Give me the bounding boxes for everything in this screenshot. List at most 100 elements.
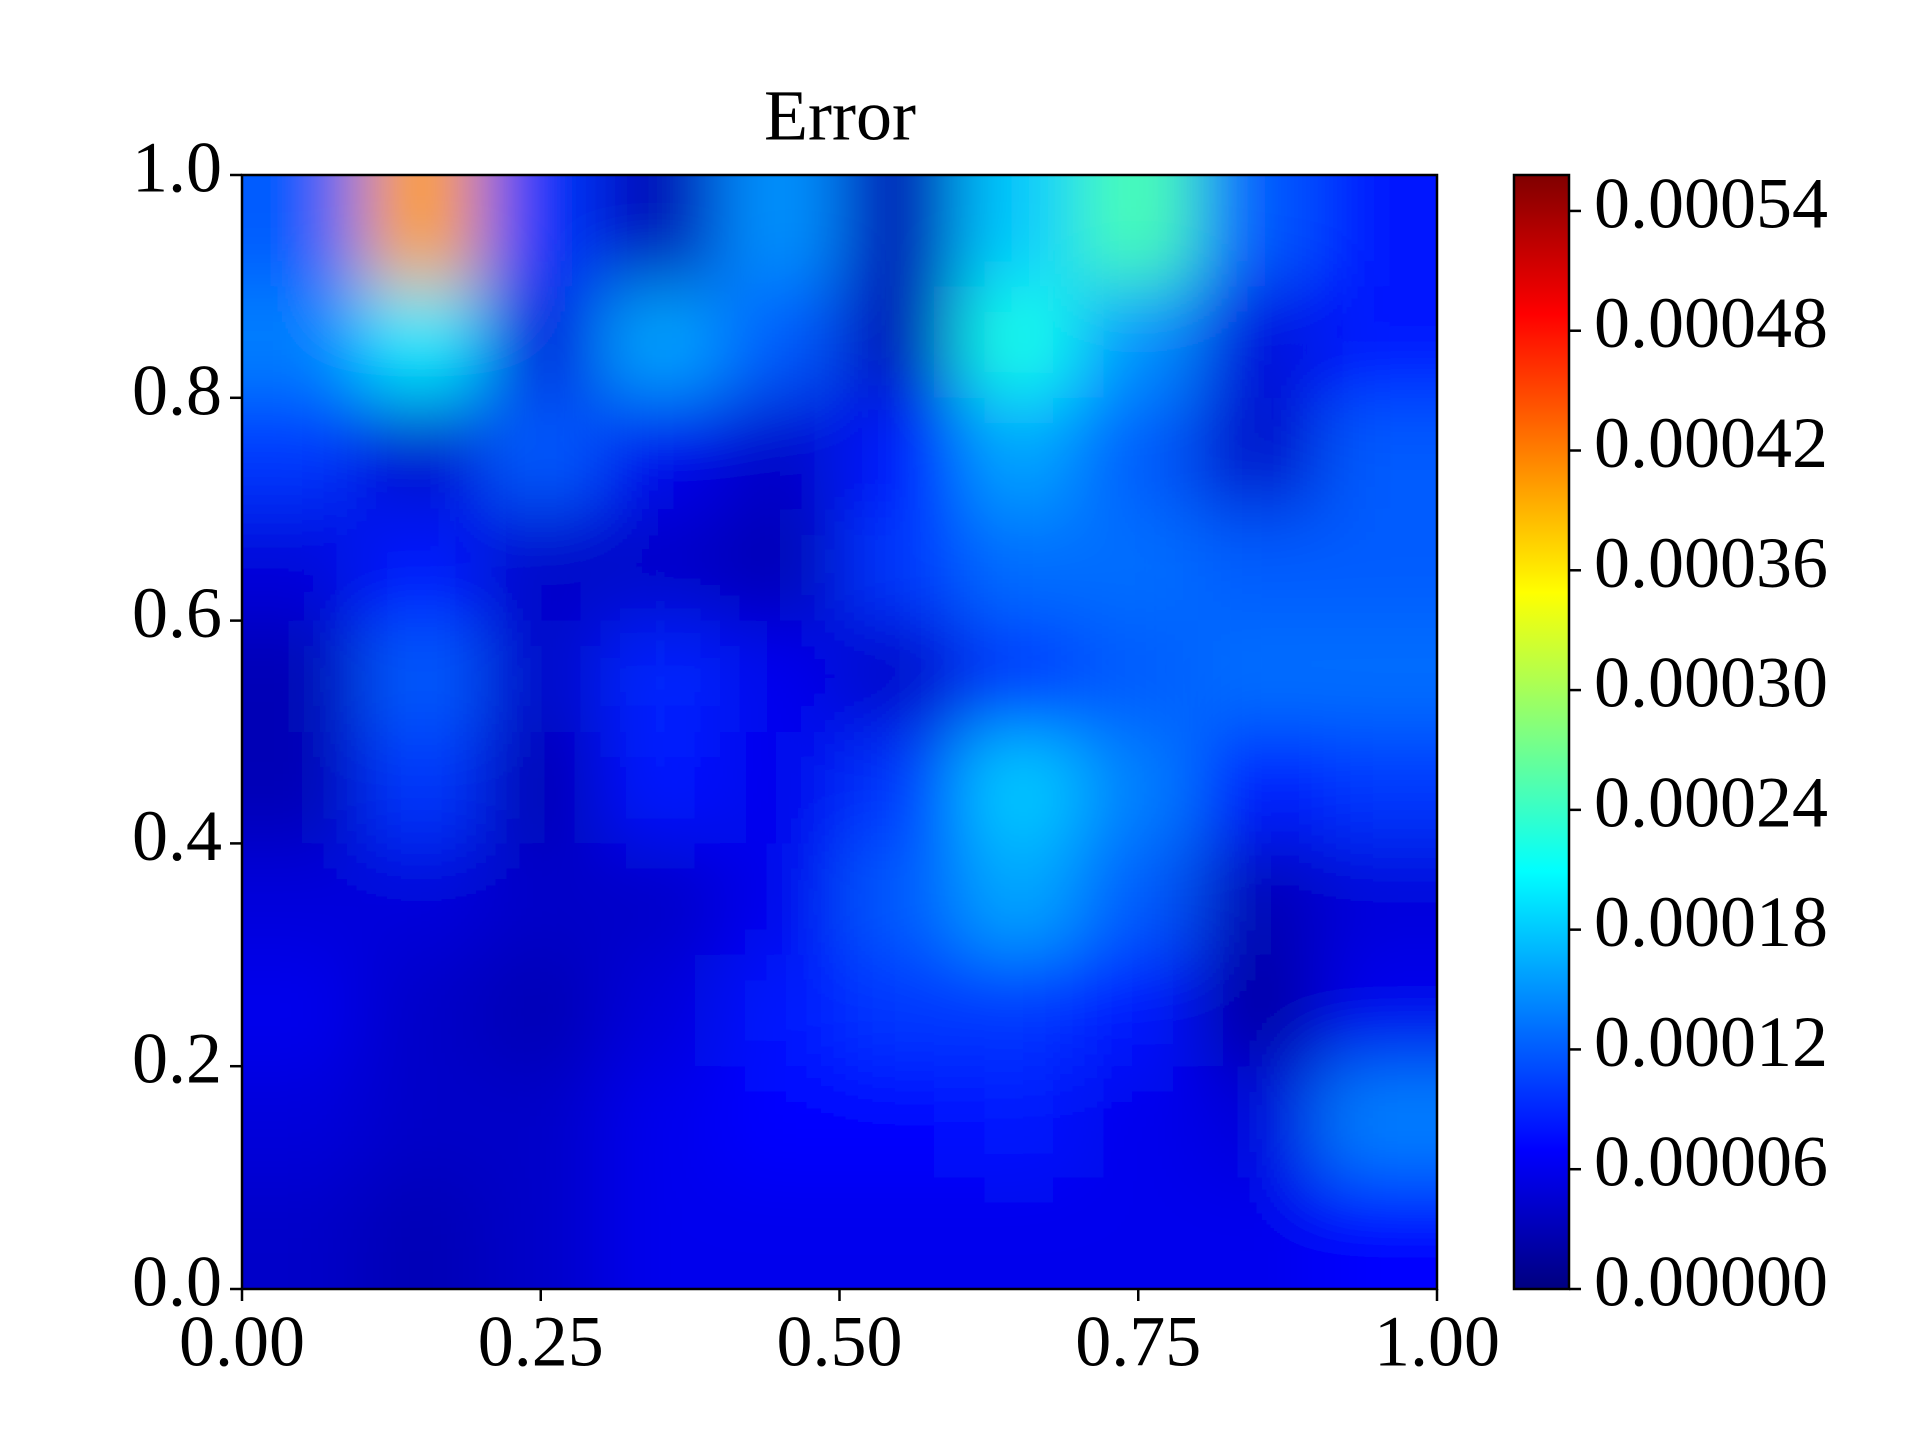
heat-cell — [1198, 954, 1319, 1068]
heat-cell — [1317, 397, 1437, 511]
heat-cell — [720, 397, 841, 511]
heat-cell — [1317, 175, 1437, 288]
heat-cell — [600, 286, 721, 399]
heat-cell — [361, 843, 482, 956]
heat-cell — [600, 620, 721, 733]
heat-cell — [959, 286, 1080, 399]
heat-cell — [361, 954, 482, 1068]
heat-cell — [481, 1177, 602, 1289]
heat-cell — [1317, 732, 1437, 845]
heat-cell — [481, 843, 602, 956]
heat-cell — [361, 397, 482, 511]
chart-title: Error — [764, 76, 916, 156]
heat-cell — [959, 620, 1080, 733]
heat-cell — [1198, 843, 1319, 956]
heat-cell — [1317, 843, 1437, 956]
x-tick-label: 1.00 — [1374, 1302, 1500, 1382]
heat-cell — [1198, 397, 1319, 511]
heat-cell — [1317, 620, 1437, 733]
heat-cell — [361, 732, 482, 845]
heat-cell — [959, 954, 1080, 1068]
heat-cell — [242, 1066, 363, 1179]
heat-cell — [600, 843, 721, 956]
heat-cell — [481, 509, 602, 622]
heatmap — [242, 175, 1437, 1289]
heat-cell — [839, 954, 960, 1068]
y-tick-label: 0.2 — [132, 1019, 222, 1099]
heat-cell — [1198, 732, 1319, 845]
y-tick-label: 0.4 — [132, 796, 222, 876]
heat-cell — [361, 620, 482, 733]
heat-cell — [839, 509, 960, 622]
heat-cell — [242, 954, 363, 1068]
heat-cell — [839, 620, 960, 733]
heat-cell — [1317, 1177, 1437, 1289]
heat-cell — [720, 954, 841, 1068]
heat-cell — [839, 732, 960, 845]
heat-cell — [1078, 954, 1199, 1068]
heat-cell — [959, 732, 1080, 845]
heat-cell — [839, 1177, 960, 1289]
x-tick-label: 0.75 — [1075, 1302, 1201, 1382]
heat-cell — [1078, 175, 1199, 288]
heat-cell — [839, 175, 960, 288]
heat-cell — [839, 843, 960, 956]
heat-cell — [1198, 509, 1319, 622]
heat-cell — [361, 1066, 482, 1179]
heat-cell — [1078, 509, 1199, 622]
heat-cell — [242, 843, 363, 956]
heat-cell — [1198, 620, 1319, 733]
heat-cell — [481, 732, 602, 845]
heat-cell — [242, 1177, 363, 1289]
y-tick-label: 0.8 — [132, 350, 222, 430]
colorbar-tick-label: 0.00024 — [1594, 762, 1828, 842]
heat-cell — [361, 175, 482, 288]
heat-cell — [481, 1066, 602, 1179]
heat-cell — [839, 1066, 960, 1179]
heat-cell — [720, 732, 841, 845]
heat-cell — [361, 509, 482, 622]
heat-cell — [839, 286, 960, 399]
heat-cell — [242, 286, 363, 399]
colorbar-tick-label: 0.00000 — [1594, 1242, 1828, 1322]
heat-cell — [1317, 1066, 1437, 1179]
heat-cell — [720, 1066, 841, 1179]
colorbar-tick-label: 0.00054 — [1594, 163, 1828, 243]
heat-cell — [839, 397, 960, 511]
heat-cell — [1198, 1066, 1319, 1179]
heat-cell — [600, 175, 721, 288]
heat-cell — [600, 954, 721, 1068]
heat-cell — [481, 620, 602, 733]
heat-cell — [242, 175, 363, 288]
heat-cell — [959, 1177, 1080, 1289]
heat-cell — [720, 1177, 841, 1289]
heat-cell — [242, 732, 363, 845]
heat-cell — [1198, 175, 1319, 288]
heat-cell — [720, 286, 841, 399]
heat-cell — [959, 1066, 1080, 1179]
heat-cell — [361, 286, 482, 399]
heat-cell — [242, 509, 363, 622]
x-tick-label: 0.50 — [777, 1302, 903, 1382]
heat-cell — [1198, 1177, 1319, 1289]
heat-cell — [959, 509, 1080, 622]
heat-cell — [1078, 843, 1199, 956]
heat-cell — [720, 175, 841, 288]
heat-cell — [1078, 1066, 1199, 1179]
heat-cell — [600, 1066, 721, 1179]
colorbar — [1512, 173, 1571, 1291]
heat-cell — [1317, 509, 1437, 622]
heat-cell — [1078, 397, 1199, 511]
heat-cell — [720, 843, 841, 956]
heat-cell — [481, 397, 602, 511]
heat-cell — [1198, 286, 1319, 399]
heat-cell — [242, 620, 363, 733]
y-tick-label: 1.0 — [132, 128, 222, 208]
heat-cell — [720, 509, 841, 622]
heat-cell — [1078, 286, 1199, 399]
colorbar-tick-label: 0.00036 — [1594, 523, 1828, 603]
heat-cell — [242, 397, 363, 511]
heat-cell — [1078, 1177, 1199, 1289]
x-tick-label: 0.00 — [179, 1302, 305, 1382]
